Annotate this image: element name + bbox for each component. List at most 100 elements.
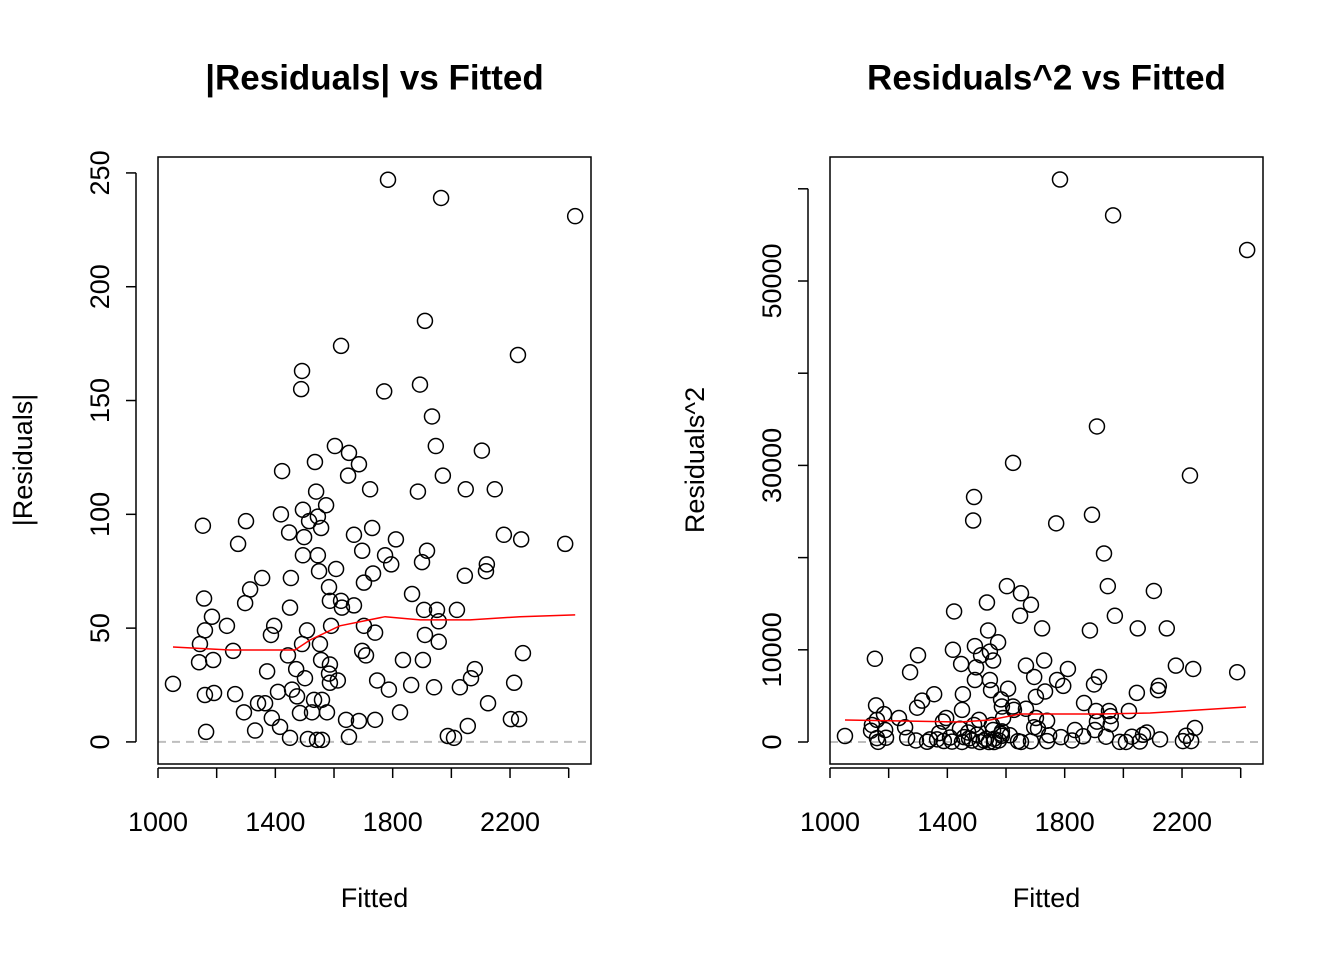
point [236,594,254,612]
point [428,601,446,619]
y-tick-label: 200 [85,264,115,309]
point [327,560,345,578]
point [1117,733,1135,751]
point [1128,684,1146,702]
point [205,684,223,702]
point [281,729,299,747]
point [937,709,955,727]
point [445,729,463,747]
point [340,728,358,746]
point [229,535,247,553]
point [901,663,919,681]
point [321,656,339,673]
point [1048,671,1066,689]
point [1017,657,1035,674]
point [1099,577,1117,595]
point [921,731,939,748]
point [462,669,480,687]
point [329,672,347,689]
point [965,488,983,506]
point [379,171,397,189]
x-tick-label: 1400 [917,807,977,837]
point [298,622,316,639]
y-tick-label: 10000 [757,612,787,687]
point [982,681,1000,699]
point [415,601,433,619]
point [459,717,477,735]
chart-title: |Residuals| vs Fitted [205,58,544,97]
point [292,380,310,398]
point [333,599,351,616]
point [350,456,368,473]
point [1138,724,1156,741]
x-axis-label: Fitted [1013,883,1081,913]
point [994,709,1012,727]
point [271,718,289,736]
point [280,524,298,541]
point [265,617,283,635]
point [256,694,274,712]
point [898,729,916,747]
point [1038,712,1056,730]
point [394,651,412,669]
x-tick-label: 2200 [1152,807,1212,837]
point [430,633,447,651]
point [430,613,447,630]
y-axis-label: Residuals^2 [680,387,710,533]
point [556,535,574,553]
plot-frame [829,156,1264,765]
y-tick-label: 250 [85,150,115,195]
point [1158,620,1176,637]
point [909,647,927,664]
point [990,732,1008,749]
point [1022,596,1040,614]
point [313,731,331,749]
point [1027,688,1045,706]
point [218,617,236,635]
point [241,581,259,598]
point [332,337,350,355]
point [1075,694,1093,712]
point [951,720,969,737]
point [1104,207,1122,224]
y-tick-label: 0 [85,734,115,749]
x-tick-label: 1400 [245,807,305,837]
point [164,675,182,693]
point [1083,506,1101,523]
point [357,647,375,664]
point [448,601,466,619]
point [366,624,384,641]
point [309,508,327,525]
point [1184,660,1202,678]
point [1102,707,1119,725]
point [339,467,357,484]
point [945,603,963,620]
point [1066,721,1084,739]
point [1063,732,1081,749]
point [272,506,290,523]
point [409,483,427,500]
point [943,733,961,750]
point [510,710,528,728]
point [350,712,368,730]
point [195,590,213,607]
point [312,651,330,669]
y-tick-label: 0 [757,734,787,749]
point [1095,545,1113,562]
point [196,686,214,704]
point [197,723,215,741]
point [1129,620,1146,637]
point [1106,607,1124,625]
point [416,312,434,330]
point [246,722,264,739]
point [1181,467,1199,484]
point [869,733,887,751]
point [310,562,328,580]
point [1123,728,1141,745]
point [203,608,221,625]
point [253,569,271,587]
point [361,481,379,498]
point [366,711,384,729]
point [456,567,474,585]
